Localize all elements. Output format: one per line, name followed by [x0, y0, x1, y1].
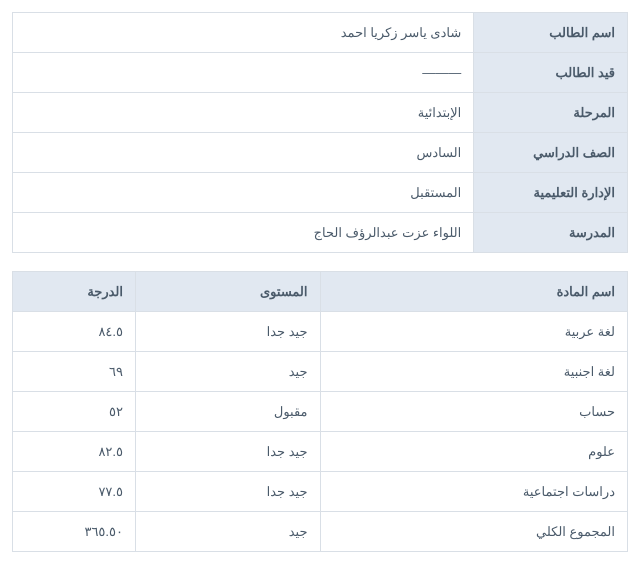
grades-subject: لغة اجنبية — [320, 352, 628, 392]
grades-header-row: اسم المادة المستوى الدرجة — [13, 272, 628, 312]
info-value: الإبتدائية — [13, 93, 474, 133]
grades-level: جيد — [136, 352, 321, 392]
grades-level: جيد — [136, 512, 321, 552]
grades-score: ٥٢ — [13, 392, 136, 432]
info-value: اللواء عزت عبدالرؤف الحاج — [13, 213, 474, 253]
info-value: السادس — [13, 133, 474, 173]
grades-subject: دراسات اجتماعية — [320, 472, 628, 512]
info-label: اسم الطالب — [474, 13, 628, 53]
info-value: المستقبل — [13, 173, 474, 213]
info-label: الإدارة التعليمية — [474, 173, 628, 213]
info-row: الصف الدراسي السادس — [13, 133, 628, 173]
grades-row: المجموع الكلي جيد ٣٦٥.٥٠ — [13, 512, 628, 552]
info-row: اسم الطالب شادى ياسر زكريا احمد — [13, 13, 628, 53]
grades-score: ٨٢.٥ — [13, 432, 136, 472]
grades-score: ٨٤.٥ — [13, 312, 136, 352]
grades-row: حساب مقبول ٥٢ — [13, 392, 628, 432]
info-row: قيد الطالب ——— — [13, 53, 628, 93]
grades-header-score: الدرجة — [13, 272, 136, 312]
info-row: المدرسة اللواء عزت عبدالرؤف الحاج — [13, 213, 628, 253]
info-label: الصف الدراسي — [474, 133, 628, 173]
grades-row: دراسات اجتماعية جيد جدا ٧٧.٥ — [13, 472, 628, 512]
info-row: الإدارة التعليمية المستقبل — [13, 173, 628, 213]
grades-level: جيد جدا — [136, 432, 321, 472]
grades-table: اسم المادة المستوى الدرجة لغة عربية جيد … — [12, 271, 628, 552]
info-label: المرحلة — [474, 93, 628, 133]
grades-row: علوم جيد جدا ٨٢.٥ — [13, 432, 628, 472]
grades-header-subject: اسم المادة — [320, 272, 628, 312]
grades-row: لغة اجنبية جيد ٦٩ — [13, 352, 628, 392]
info-row: المرحلة الإبتدائية — [13, 93, 628, 133]
grades-header-level: المستوى — [136, 272, 321, 312]
grades-level: جيد جدا — [136, 472, 321, 512]
info-label: المدرسة — [474, 213, 628, 253]
grades-score: ٦٩ — [13, 352, 136, 392]
grades-row: لغة عربية جيد جدا ٨٤.٥ — [13, 312, 628, 352]
grades-level: جيد جدا — [136, 312, 321, 352]
grades-score: ٧٧.٥ — [13, 472, 136, 512]
grades-subject: علوم — [320, 432, 628, 472]
grades-score: ٣٦٥.٥٠ — [13, 512, 136, 552]
info-label: قيد الطالب — [474, 53, 628, 93]
student-info-table: اسم الطالب شادى ياسر زكريا احمد قيد الطا… — [12, 12, 628, 253]
grades-subject: لغة عربية — [320, 312, 628, 352]
grades-subject: حساب — [320, 392, 628, 432]
info-value: ——— — [13, 53, 474, 93]
info-value: شادى ياسر زكريا احمد — [13, 13, 474, 53]
grades-subject: المجموع الكلي — [320, 512, 628, 552]
grades-level: مقبول — [136, 392, 321, 432]
